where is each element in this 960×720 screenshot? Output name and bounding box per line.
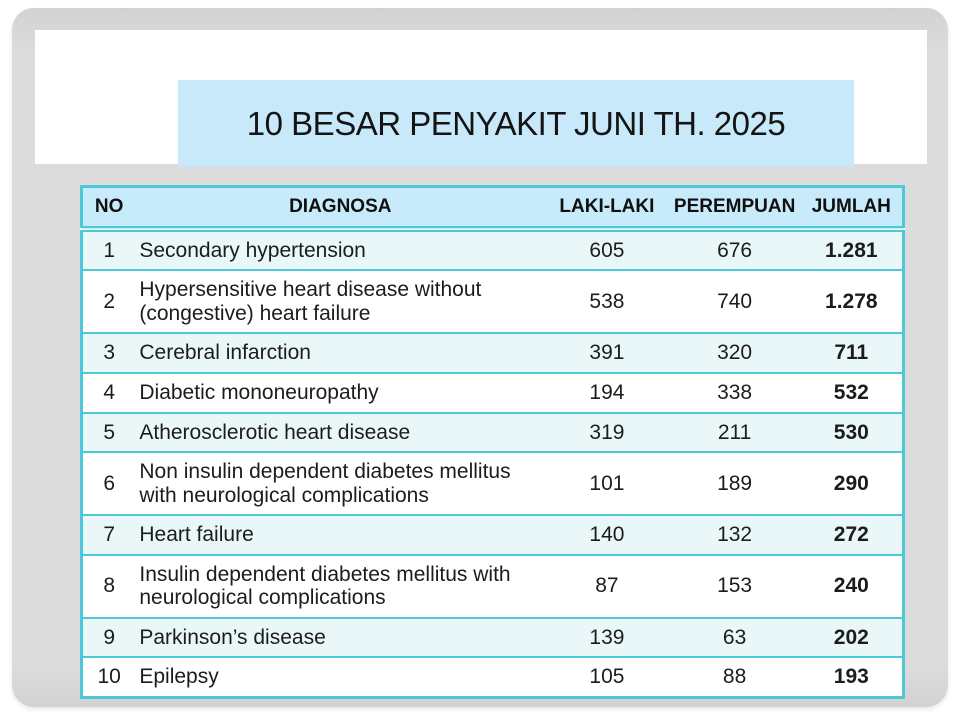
cell-diagnosa: Parkinson’s disease [139, 625, 326, 649]
cell-perempuan: 740 [717, 290, 753, 314]
cell-laki-laki: 105 [589, 665, 625, 689]
header-no: NO [81, 186, 136, 232]
table-header-row: NO DIAGNOSA LAKI-LAKI PEREMPUAN JUMLAH [81, 186, 904, 232]
cell-jumlah: 272 [833, 523, 869, 547]
table-row: 5 Atherosclerotic heart disease 319 211 … [81, 412, 904, 453]
header-perempuan: PEREMPUAN [668, 186, 801, 232]
cell-laki-laki: 139 [589, 625, 625, 649]
cell-jumlah: 1.281 [825, 238, 878, 262]
header-diagnosa: DIAGNOSA [135, 186, 546, 232]
table-body: 1 Secondary hypertension 605 676 1.281 2… [81, 228, 904, 697]
slide: 10 BESAR PENYAKIT JUNI TH. 2025 NO DIAGN… [12, 8, 948, 707]
cell-no: 5 [103, 420, 116, 444]
cell-diagnosa: Hypersensitive heart disease without (co… [139, 278, 482, 325]
cell-diagnosa: Non insulin dependent diabetes mellitus … [139, 460, 511, 507]
table-row: 3 Cerebral infarction 391 320 711 [81, 333, 904, 373]
cell-perempuan: 63 [722, 625, 747, 649]
table-row: 1 Secondary hypertension 605 676 1.281 [81, 228, 904, 271]
cell-diagnosa: Secondary hypertension [139, 238, 366, 262]
cell-no: 7 [103, 523, 116, 547]
cell-perempuan: 211 [717, 420, 752, 444]
cell-perempuan: 338 [717, 381, 753, 404]
cell-diagnosa: Atherosclerotic heart disease [139, 420, 411, 444]
cell-diagnosa: Diabetic mononeuropathy [139, 381, 379, 404]
table-row: 6 Non insulin dependent diabetes mellitu… [81, 452, 904, 515]
table-row: 9 Parkinson’s disease 139 63 202 [81, 617, 904, 658]
cell-no: 1 [103, 238, 116, 262]
cell-perempuan: 132 [717, 523, 753, 547]
table-row: 2 Hypersensitive heart disease without (… [81, 270, 904, 333]
cell-no: 2 [103, 290, 116, 314]
cell-perempuan: 153 [717, 574, 753, 598]
table-row: 7 Heart failure 140 132 272 [81, 515, 904, 555]
cell-perempuan: 189 [717, 471, 753, 495]
cell-laki-laki: 538 [589, 290, 625, 314]
cell-jumlah: 532 [833, 381, 869, 404]
cell-jumlah: 202 [833, 625, 869, 649]
cell-jumlah: 1.278 [825, 290, 878, 314]
cell-perempuan: 320 [717, 341, 753, 365]
slide-title: 10 BESAR PENYAKIT JUNI TH. 2025 [246, 104, 786, 142]
header-laki-laki: LAKI-LAKI [545, 186, 669, 232]
cell-laki-laki: 391 [589, 341, 625, 365]
title-box: 10 BESAR PENYAKIT JUNI TH. 2025 [178, 80, 854, 167]
cell-perempuan: 88 [722, 665, 747, 689]
cell-no: 8 [103, 574, 116, 598]
cell-laki-laki: 319 [589, 420, 625, 444]
data-table: NO DIAGNOSA LAKI-LAKI PEREMPUAN JUMLAH 1… [80, 185, 905, 699]
cell-no: 10 [97, 665, 121, 689]
cell-diagnosa: Heart failure [139, 523, 254, 547]
cell-jumlah: 530 [833, 420, 869, 444]
cell-no: 3 [103, 341, 116, 365]
table-container: NO DIAGNOSA LAKI-LAKI PEREMPUAN JUMLAH 1… [80, 185, 905, 699]
cell-no: 4 [103, 381, 116, 404]
cell-perempuan: 676 [717, 238, 753, 262]
cell-jumlah: 193 [833, 665, 869, 689]
table-row: 10 Epilepsy 105 88 193 [81, 657, 904, 697]
cell-diagnosa: Insulin dependent diabetes mellitus with… [139, 562, 511, 610]
cell-jumlah: 711 [834, 341, 869, 365]
header-jumlah: JUMLAH [800, 186, 904, 232]
cell-jumlah: 290 [833, 471, 869, 495]
cell-laki-laki: 101 [589, 471, 625, 495]
cell-no: 9 [103, 625, 116, 649]
cell-laki-laki: 87 [595, 574, 619, 598]
cell-laki-laki: 605 [589, 238, 625, 262]
cell-no: 6 [103, 471, 116, 495]
table-row: 4 Diabetic mononeuropathy 194 338 532 [81, 373, 904, 413]
cell-diagnosa: Epilepsy [139, 665, 219, 689]
cell-diagnosa: Cerebral infarction [139, 341, 311, 365]
cell-laki-laki: 140 [589, 523, 625, 547]
cell-laki-laki: 194 [589, 381, 625, 404]
title-band: 10 BESAR PENYAKIT JUNI TH. 2025 [35, 30, 927, 167]
table-row: 8 Insulin dependent diabetes mellitus wi… [81, 554, 904, 618]
cell-jumlah: 240 [833, 574, 869, 598]
